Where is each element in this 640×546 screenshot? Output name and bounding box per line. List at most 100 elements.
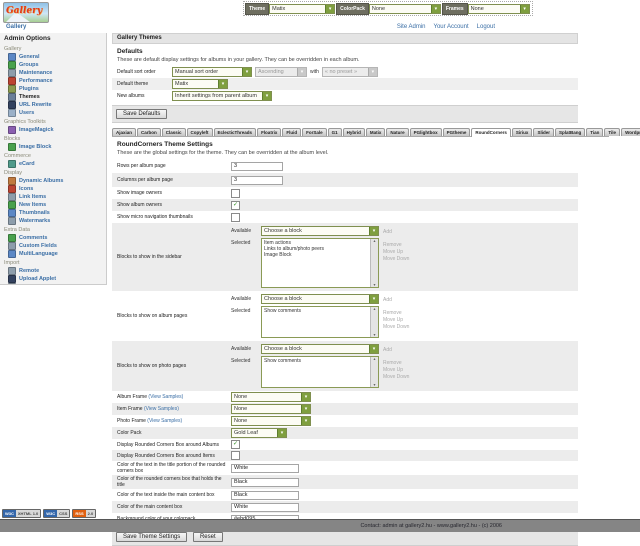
sidebar-item-themes[interactable]: Themes bbox=[4, 93, 106, 101]
scroll-up-icon[interactable]: ▲ bbox=[372, 307, 377, 311]
tab-slider[interactable]: Slider bbox=[533, 128, 554, 136]
columns-per-page-input[interactable] bbox=[231, 175, 283, 185]
sort-direction-select[interactable]: Ascending ▾ bbox=[255, 67, 307, 77]
photo-frame-select[interactable]: None ▾ bbox=[231, 416, 311, 426]
sidebar-item-maintenance[interactable]: Maintenance bbox=[4, 69, 106, 77]
color-pack-select[interactable]: Gold Leaf ▾ bbox=[231, 428, 287, 438]
album-remove-block-link[interactable]: Remove bbox=[383, 310, 402, 316]
sidebar-item-general[interactable]: General bbox=[4, 53, 106, 61]
tab-floatrix[interactable]: Floatrix bbox=[257, 128, 282, 136]
photo-move-down-link[interactable]: Move Down bbox=[383, 374, 410, 380]
rss-feed-badge[interactable]: RSS 2.0 bbox=[72, 509, 97, 518]
tab-fluid[interactable]: Fluid bbox=[282, 128, 302, 136]
tab-roundcorners[interactable]: RoundCorners bbox=[471, 128, 511, 137]
default-theme-select[interactable]: Matix ▾ bbox=[172, 79, 228, 89]
photo-remove-block-link[interactable]: Remove bbox=[383, 360, 402, 366]
sidebar-item-custom-fields[interactable]: Custom Fields bbox=[4, 242, 106, 250]
save-theme-settings-button[interactable]: Save Theme Settings bbox=[116, 532, 188, 542]
site-admin-link[interactable]: Site Admin bbox=[396, 24, 426, 30]
tab-eclecticthreads[interactable]: EclecticThreads bbox=[213, 128, 257, 136]
album-frame-select[interactable]: None ▾ bbox=[231, 392, 311, 402]
sidebar-item-users[interactable]: Users bbox=[4, 109, 106, 117]
photo-choose-block-select[interactable]: Choose a block ▾ bbox=[261, 344, 379, 354]
sidebar-item-url-rewrite[interactable]: URL Rewrite bbox=[4, 101, 106, 109]
sidebar-item-remote[interactable]: Remote bbox=[4, 267, 106, 275]
sidebar-move-up-link[interactable]: Move Up bbox=[383, 249, 404, 255]
sidebar-item-icons[interactable]: Icons bbox=[4, 185, 106, 193]
tab-hybrid[interactable]: Hybrid bbox=[342, 128, 365, 136]
show-album-owners-checkbox[interactable] bbox=[231, 200, 240, 210]
sidebar-item-dynamic-albums[interactable]: Dynamic Albums bbox=[4, 177, 106, 185]
tab-tian[interactable]: Tian bbox=[586, 128, 604, 136]
photo-frame-view-samples-link[interactable]: (View Samples) bbox=[147, 418, 183, 424]
tab-nature[interactable]: Nature bbox=[386, 128, 409, 136]
list-item[interactable]: Item actions bbox=[264, 240, 291, 246]
content-text-color-input[interactable] bbox=[231, 490, 299, 500]
colorpack-select[interactable]: None ▾ bbox=[368, 3, 441, 14]
sidebar-item-upload-applet[interactable]: Upload Applet bbox=[4, 275, 106, 283]
tab-ajaxian[interactable]: Ajaxian bbox=[112, 128, 137, 136]
item-frame-select[interactable]: None ▾ bbox=[231, 404, 311, 414]
album-choose-block-select[interactable]: Choose a block ▾ bbox=[261, 294, 379, 304]
sort-preset-select[interactable]: « no preset » ▾ bbox=[321, 67, 378, 77]
sidebar-item-thumbnails[interactable]: Thumbnails bbox=[4, 209, 106, 217]
listbox-scrollbar[interactable]: ▲ ▼ bbox=[370, 307, 378, 337]
sidebar-item-multilanguage[interactable]: MultiLanguage bbox=[4, 250, 106, 258]
tab-pglightbox[interactable]: PGlightbox bbox=[409, 128, 442, 136]
list-item[interactable]: Image Block bbox=[264, 252, 292, 258]
sidebar-item-web-server[interactable]: Web/Server bbox=[4, 283, 106, 284]
save-defaults-button[interactable]: Save Defaults bbox=[116, 109, 168, 119]
scroll-up-icon[interactable]: ▲ bbox=[372, 357, 377, 361]
sidebar-choose-block-select[interactable]: Choose a block ▾ bbox=[261, 226, 379, 236]
album-selected-blocks-listbox[interactable]: Show comments ▲ ▼ bbox=[261, 306, 379, 338]
theme-select[interactable]: Matix ▾ bbox=[269, 3, 336, 14]
scroll-down-icon[interactable]: ▼ bbox=[372, 333, 377, 337]
item-frame-view-samples-link[interactable]: (View Samples) bbox=[143, 406, 179, 412]
sidebar-add-block-link[interactable]: Add bbox=[383, 229, 392, 235]
album-move-up-link[interactable]: Move Up bbox=[383, 317, 404, 323]
gallery-logo[interactable]: Gallery bbox=[3, 2, 49, 23]
show-micro-nav-checkbox[interactable] bbox=[231, 212, 240, 222]
new-albums-select[interactable]: Inherit settings from parent album ▾ bbox=[172, 91, 272, 101]
list-item[interactable]: Show comments bbox=[264, 358, 301, 364]
tab-wordpressembedded[interactable]: WordpressEmbedded bbox=[621, 128, 640, 136]
your-account-link[interactable]: Your Account bbox=[433, 24, 469, 30]
css-valid-badge[interactable]: W3C CSS bbox=[43, 509, 71, 518]
photo-selected-blocks-listbox[interactable]: Show comments ▲ ▼ bbox=[261, 356, 379, 388]
tab-copyleft[interactable]: Copyleft bbox=[186, 128, 213, 136]
album-frame-view-samples-link[interactable]: (View Samples) bbox=[148, 394, 184, 400]
title-text-color-input[interactable] bbox=[231, 463, 299, 473]
xhtml-valid-badge[interactable]: W3C XHTML 1.0 bbox=[2, 509, 42, 518]
photo-move-up-link[interactable]: Move Up bbox=[383, 367, 404, 373]
sidebar-item-watermarks[interactable]: Watermarks bbox=[4, 217, 106, 225]
scroll-down-icon[interactable]: ▼ bbox=[372, 283, 377, 287]
rows-per-page-input[interactable] bbox=[231, 161, 283, 171]
tab-matix[interactable]: Matix bbox=[365, 128, 386, 136]
tab-carbon[interactable]: Carbon bbox=[137, 128, 161, 136]
album-add-block-link[interactable]: Add bbox=[383, 297, 392, 303]
breadcrumb-gallery-link[interactable]: Gallery bbox=[6, 24, 27, 30]
scroll-up-icon[interactable]: ▲ bbox=[372, 239, 377, 243]
scroll-down-icon[interactable]: ▼ bbox=[372, 383, 377, 387]
sidebar-item-performance[interactable]: Performance bbox=[4, 77, 106, 85]
content-box-color-input[interactable] bbox=[231, 502, 299, 512]
sidebar-item-comments[interactable]: Comments bbox=[4, 234, 106, 242]
tab-splatbang[interactable]: SplatBang bbox=[554, 128, 586, 136]
sidebar-item-link-items[interactable]: Link Items bbox=[4, 193, 106, 201]
album-move-down-link[interactable]: Move Down bbox=[383, 324, 410, 330]
default-sort-order-select[interactable]: Manual sort order ▾ bbox=[172, 67, 252, 77]
sidebar-selected-blocks-listbox[interactable]: Item actions Links to album/photo peers … bbox=[261, 238, 379, 288]
sidebar-item-imagemagick[interactable]: ImageMagick bbox=[4, 126, 106, 134]
sidebar-item-groups[interactable]: Groups bbox=[4, 61, 106, 69]
logout-link[interactable]: Logout bbox=[476, 24, 495, 30]
rc-items-checkbox[interactable] bbox=[231, 451, 240, 460]
tab-classic[interactable]: Classic bbox=[161, 128, 186, 136]
frames-select[interactable]: None ▾ bbox=[467, 3, 530, 14]
sidebar-remove-block-link[interactable]: Remove bbox=[383, 242, 402, 248]
sidebar-move-down-link[interactable]: Move Down bbox=[383, 256, 410, 262]
tab-siriux[interactable]: Siriux bbox=[511, 128, 533, 136]
rc-albums-checkbox[interactable] bbox=[231, 440, 240, 449]
tab-forsale[interactable]: ForSale bbox=[302, 128, 327, 136]
sidebar-item-image-block[interactable]: Image Block bbox=[4, 143, 106, 151]
listbox-scrollbar[interactable]: ▲ ▼ bbox=[370, 239, 378, 287]
